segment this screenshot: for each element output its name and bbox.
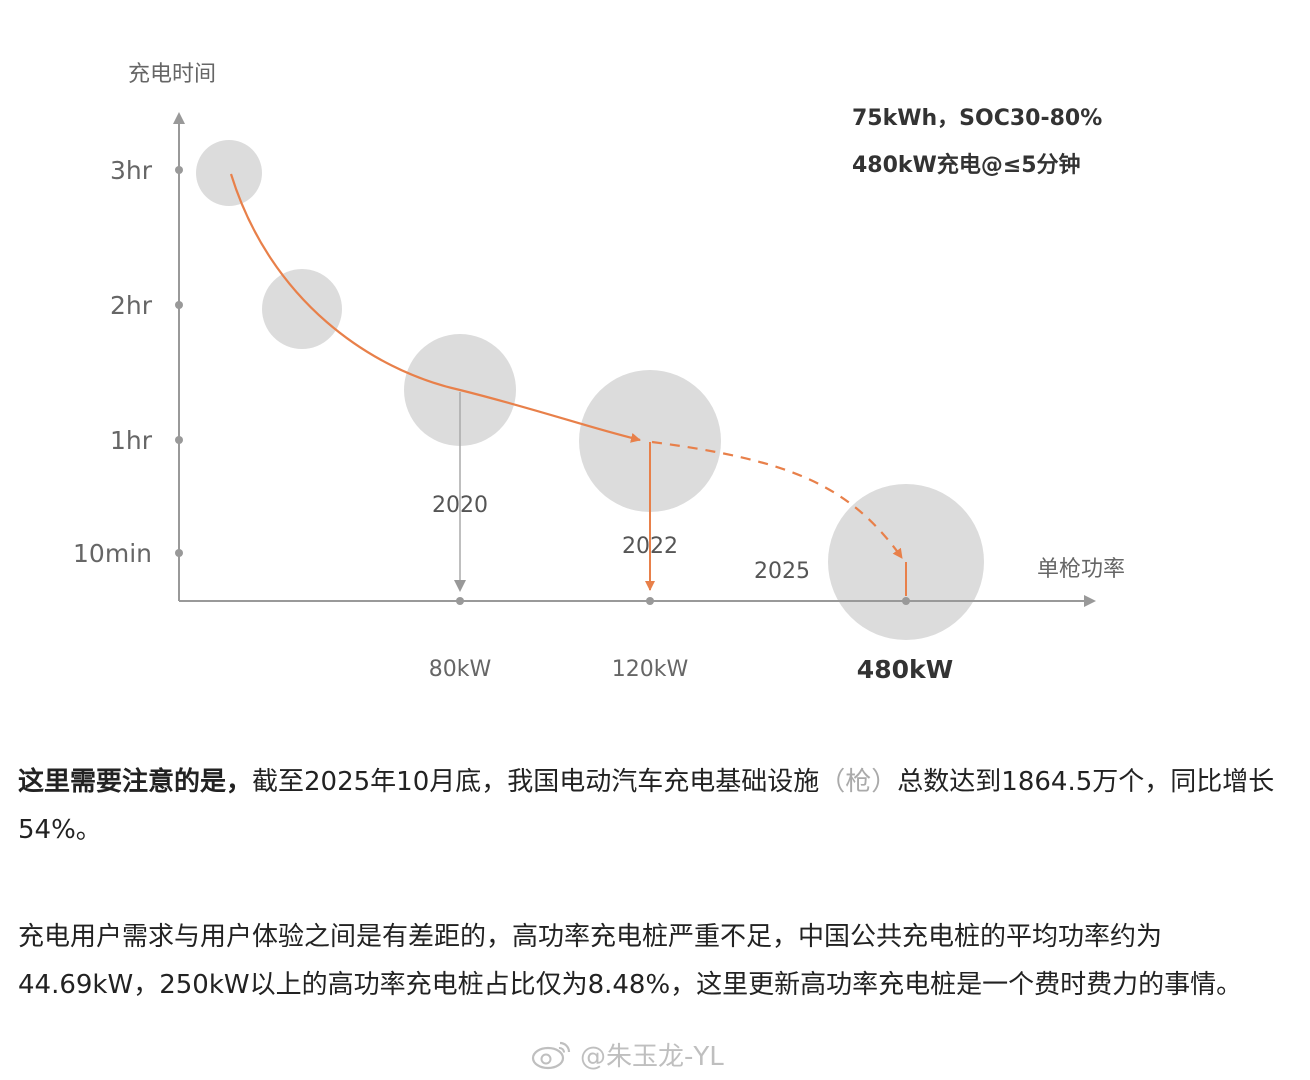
- chart-note-line1: 75kWh，SOC30-80%: [852, 106, 1102, 131]
- year-label-2022: 2022: [622, 534, 678, 559]
- watermark: @朱玉龙-YL: [530, 1032, 724, 1076]
- y-tick-dot-10min: [175, 549, 183, 557]
- x-tick-dot-80kw: [456, 597, 464, 605]
- bubble-2022: [579, 370, 721, 512]
- x-tick-label: 80kW: [429, 657, 492, 682]
- paragraph-text: 截至2025年10月底，我国电动汽车充电基础设施: [252, 767, 820, 797]
- chart-note-line2: 480kW充电@≤5分钟: [852, 152, 1081, 178]
- trend-curve-dashed: [651, 440, 903, 559]
- x-tick-label: 120kW: [612, 657, 689, 682]
- watermark-text: @朱玉龙-YL: [580, 1041, 724, 1072]
- x-tick-dot-120kw: [646, 597, 654, 605]
- x-tick-label-highlight: 480kW: [857, 655, 953, 684]
- y-tick-label: 3hr: [110, 156, 153, 185]
- y-tick-label: 2hr: [110, 291, 153, 320]
- bubble-2hr: [262, 269, 342, 349]
- y-tick-dot-1hr: [175, 436, 183, 444]
- paragraph-text: 总数达到1864.5万个，同比增长54%。: [18, 767, 1275, 845]
- article-paragraph-2: 充电用户需求与用户体验之间是有差距的，高功率充电桩严重不足，中国公共充电桩的平均…: [18, 922, 1243, 1000]
- paragraph-muted-note: （枪）: [819, 767, 898, 797]
- trend-curve-solid: [229, 173, 641, 443]
- bubble-3hr: [196, 140, 262, 206]
- y-axis-title: 充电时间: [128, 62, 216, 87]
- weibo-icon: [531, 1041, 571, 1070]
- y-tick-dot-3hr: [175, 166, 183, 174]
- year-label-2020: 2020: [432, 493, 488, 518]
- x-axis-title: 单枪功率: [1037, 557, 1125, 582]
- y-tick-label: 1hr: [110, 426, 153, 455]
- y-tick-label: 10min: [73, 539, 152, 568]
- year-label-2025: 2025: [754, 559, 810, 584]
- charging-time-chart: 充电时间 单枪功率 3hr 2hr 1hr 10min 2020 2022 20…: [73, 62, 1125, 684]
- x-tick-dot-480kw: [902, 597, 910, 605]
- paragraph-lead: 这里需要注意的是，: [18, 767, 253, 797]
- y-tick-dot-2hr: [175, 301, 183, 309]
- article-paragraph-1: 这里需要注意的是，截至2025年10月底，我国电动汽车充电基础设施（枪）总数达到…: [18, 758, 1290, 854]
